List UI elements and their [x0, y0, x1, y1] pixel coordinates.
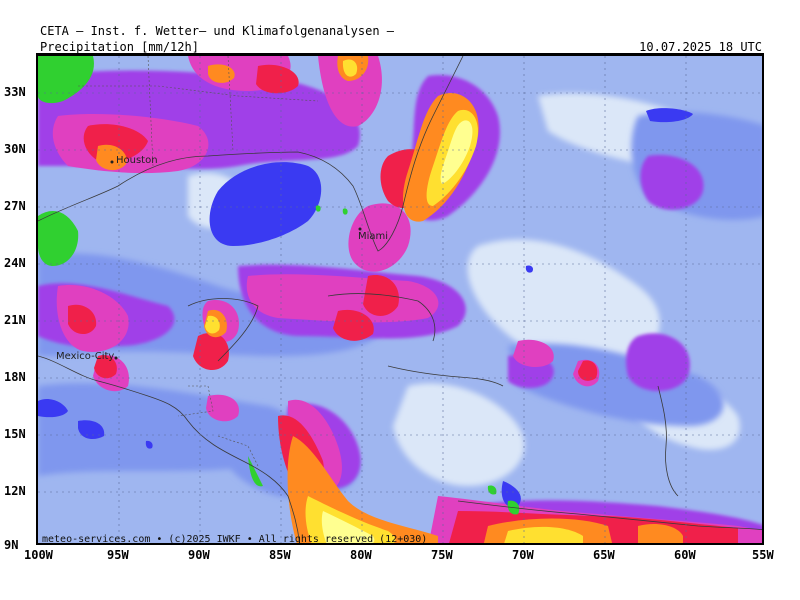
institute-title: CETA – Inst. f. Wetter– und Klimafolgena…	[40, 24, 395, 38]
lon-label-100w: 100W	[24, 548, 53, 562]
lon-label-65w: 65W	[593, 548, 615, 562]
copyright-text: meteo-services.com • (c)2025 IWKF • All …	[42, 534, 427, 545]
green-patches	[38, 56, 520, 515]
city-mexico-city: Mexico-City	[56, 351, 114, 362]
lon-label-85w: 85W	[269, 548, 291, 562]
lat-label-27n: 27N	[4, 199, 26, 213]
city-miami: Miami	[358, 231, 388, 242]
header-divider	[36, 53, 764, 54]
graticule	[38, 56, 762, 543]
mexico-city-marker	[114, 356, 118, 360]
lon-label-75w: 75W	[431, 548, 453, 562]
lat-label-12n: 12N	[4, 484, 26, 498]
city-markers: Houston Miami Mexico-City	[56, 155, 388, 362]
lon-label-55w: 55W	[752, 548, 774, 562]
lat-label-9n: 9N	[4, 538, 19, 552]
blue-patches	[38, 108, 693, 508]
valid-time-label: 10.07.2025 18 UTC	[639, 40, 762, 54]
precipitation-map: Houston Miami Mexico-City meteo-services…	[36, 54, 764, 545]
borders	[78, 56, 319, 467]
lat-label-24n: 24N	[4, 256, 26, 270]
houston-marker	[110, 160, 114, 164]
coastlines	[38, 56, 762, 543]
lat-label-30n: 30N	[4, 142, 26, 156]
lon-label-95w: 95W	[107, 548, 129, 562]
lat-label-15n: 15N	[4, 427, 26, 441]
map-canvas: Houston Miami Mexico-City meteo-services…	[38, 56, 762, 545]
miami-marker	[358, 227, 362, 231]
lat-label-21n: 21N	[4, 313, 26, 327]
lon-label-60w: 60W	[674, 548, 696, 562]
lon-label-70w: 70W	[512, 548, 534, 562]
lon-label-90w: 90W	[188, 548, 210, 562]
parameter-label: Precipitation [mm/12h]	[40, 40, 199, 54]
city-houston: Houston	[116, 155, 158, 166]
lat-label-33n: 33N	[4, 85, 26, 99]
pale-yellow-cores	[321, 120, 473, 543]
lat-label-18n: 18N	[4, 370, 26, 384]
lon-label-80w: 80W	[350, 548, 372, 562]
